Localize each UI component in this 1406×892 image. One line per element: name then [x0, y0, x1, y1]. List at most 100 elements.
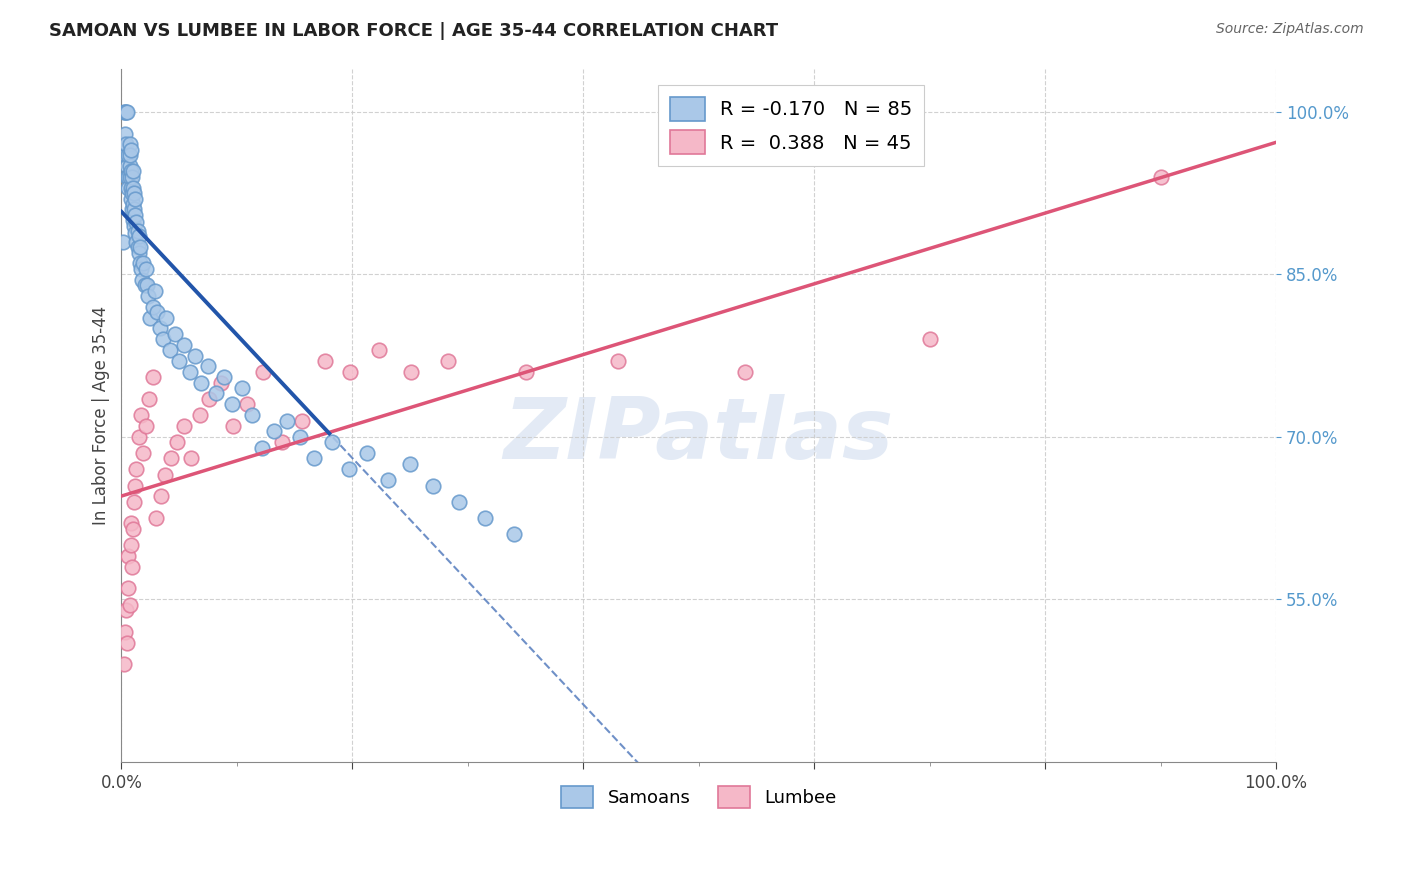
Point: [339, 365, 361, 379]
Point: [129, 240, 152, 254]
Point: [163, 326, 186, 341]
Point: [474, 511, 496, 525]
Point: [128, 430, 150, 444]
Point: [125, 215, 148, 229]
Point: [142, 370, 165, 384]
Point: [148, 321, 170, 335]
Point: [115, 104, 138, 119]
Point: [129, 261, 152, 276]
Point: [212, 370, 235, 384]
Point: [120, 538, 142, 552]
Point: [1149, 169, 1171, 184]
Point: [132, 256, 155, 270]
Point: [120, 516, 142, 531]
Point: [166, 435, 188, 450]
Point: [155, 467, 177, 482]
Point: [115, 635, 138, 649]
Point: [114, 624, 136, 639]
Y-axis label: In Labor Force | Age 35-44: In Labor Force | Age 35-44: [93, 306, 110, 524]
Point: [607, 354, 630, 368]
Point: [128, 229, 150, 244]
Legend: Samoans, Lumbee: Samoans, Lumbee: [554, 779, 844, 815]
Point: [159, 343, 181, 358]
Point: [115, 169, 138, 184]
Point: [231, 381, 253, 395]
Point: [124, 226, 146, 240]
Point: [368, 343, 391, 358]
Point: [271, 435, 294, 450]
Point: [221, 397, 243, 411]
Point: [120, 192, 142, 206]
Point: [129, 408, 152, 422]
Point: [134, 278, 156, 293]
Point: [138, 392, 160, 406]
Point: [118, 598, 141, 612]
Point: [125, 462, 148, 476]
Point: [401, 365, 423, 379]
Point: [149, 489, 172, 503]
Point: [112, 657, 135, 672]
Point: [190, 376, 212, 390]
Point: [118, 137, 141, 152]
Point: [117, 180, 139, 194]
Point: [276, 413, 298, 427]
Point: [117, 582, 139, 596]
Point: [136, 289, 159, 303]
Point: [127, 240, 149, 254]
Point: [122, 495, 145, 509]
Point: [122, 202, 145, 217]
Point: [135, 419, 157, 434]
Point: [205, 386, 228, 401]
Point: [114, 127, 136, 141]
Point: [120, 143, 142, 157]
Point: [115, 104, 138, 119]
Point: [115, 148, 138, 162]
Point: [173, 419, 195, 434]
Point: [115, 137, 138, 152]
Point: [399, 457, 422, 471]
Point: [143, 284, 166, 298]
Point: [118, 159, 141, 173]
Point: [142, 300, 165, 314]
Point: [179, 365, 201, 379]
Point: [121, 559, 143, 574]
Point: [152, 332, 174, 346]
Text: Source: ZipAtlas.com: Source: ZipAtlas.com: [1216, 22, 1364, 37]
Point: [124, 478, 146, 492]
Point: [209, 376, 232, 390]
Point: [160, 451, 183, 466]
Point: [120, 164, 142, 178]
Point: [321, 435, 343, 450]
Point: [139, 310, 162, 325]
Point: [122, 180, 145, 194]
Point: [121, 169, 143, 184]
Point: [252, 441, 274, 455]
Point: [111, 235, 134, 249]
Point: [112, 104, 135, 119]
Point: [180, 451, 202, 466]
Point: [155, 310, 177, 325]
Point: [122, 213, 145, 227]
Point: [184, 349, 207, 363]
Point: [121, 202, 143, 217]
Point: [222, 419, 245, 434]
Text: ZIPatlas: ZIPatlas: [503, 394, 894, 477]
Point: [124, 208, 146, 222]
Point: [122, 219, 145, 233]
Point: [122, 186, 145, 200]
Point: [337, 462, 360, 476]
Point: [437, 354, 460, 368]
Point: [734, 365, 756, 379]
Point: [124, 192, 146, 206]
Point: [304, 451, 326, 466]
Point: [377, 473, 399, 487]
Point: [129, 256, 152, 270]
Point: [135, 261, 157, 276]
Point: [127, 224, 149, 238]
Point: [197, 359, 219, 374]
Point: [918, 332, 941, 346]
Point: [447, 495, 470, 509]
Point: [117, 148, 139, 162]
Point: [115, 603, 138, 617]
Point: [503, 527, 526, 541]
